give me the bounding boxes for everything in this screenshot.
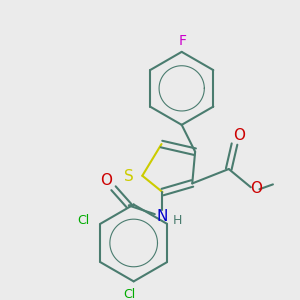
Text: Cl: Cl bbox=[77, 214, 89, 227]
Text: Cl: Cl bbox=[124, 288, 136, 300]
Text: O: O bbox=[233, 128, 245, 143]
Text: F: F bbox=[179, 34, 187, 48]
Text: H: H bbox=[173, 214, 182, 227]
Text: O: O bbox=[100, 173, 112, 188]
Text: S: S bbox=[124, 169, 134, 184]
Text: N: N bbox=[157, 208, 168, 224]
Text: O: O bbox=[250, 181, 262, 196]
